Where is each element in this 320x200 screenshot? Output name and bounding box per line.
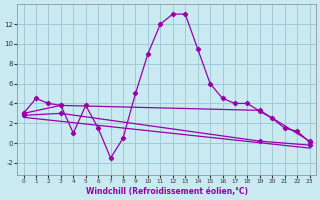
- X-axis label: Windchill (Refroidissement éolien,°C): Windchill (Refroidissement éolien,°C): [85, 187, 248, 196]
